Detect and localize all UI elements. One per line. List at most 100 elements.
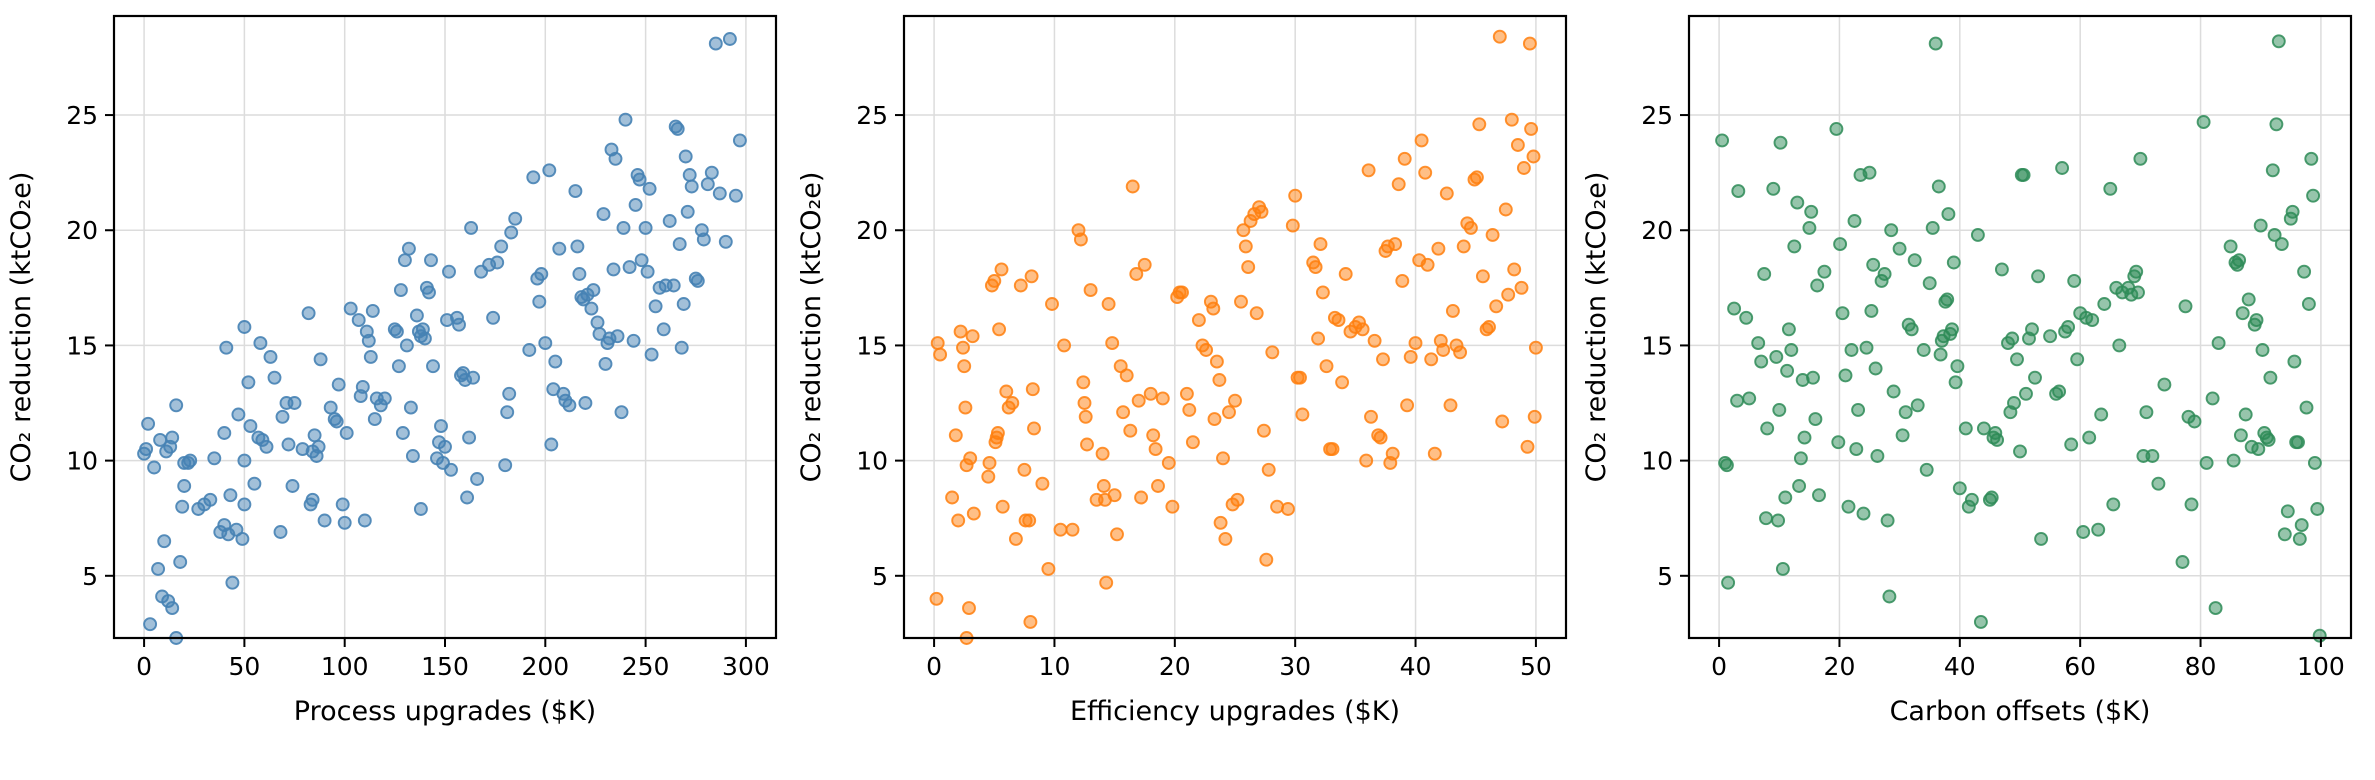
data-point — [1760, 421, 1775, 436]
data-point — [389, 324, 404, 339]
data-point — [1209, 354, 1224, 369]
plot-frame — [1687, 14, 2353, 640]
x-tick-label: 0 — [136, 652, 152, 681]
data-point — [608, 151, 623, 166]
data-point — [2241, 292, 2256, 307]
data-point — [1083, 283, 1098, 298]
x-tick-label: 20 — [1159, 652, 1191, 681]
data-point — [2184, 497, 2199, 512]
data-point — [1338, 267, 1353, 281]
data-point — [1771, 513, 1786, 528]
data-point — [522, 343, 537, 357]
data-point — [2055, 161, 2070, 175]
data-point — [1391, 177, 1406, 192]
data-point — [1295, 407, 1310, 422]
data-point — [1234, 294, 1248, 309]
data-point — [1946, 255, 1961, 270]
data-point — [2061, 320, 2076, 334]
y-tick-label: 20 — [1641, 216, 1673, 245]
data-point — [732, 133, 747, 148]
data-point — [1790, 195, 1805, 210]
data-point — [1013, 278, 1028, 293]
data-point — [2097, 297, 2112, 311]
data-point — [486, 310, 501, 325]
data-point — [1191, 313, 1206, 328]
data-point — [981, 469, 996, 484]
data-point — [1315, 285, 1330, 300]
data-point — [2031, 269, 2046, 284]
data-point — [403, 400, 418, 415]
data-point — [1293, 370, 1307, 385]
data-point — [1522, 36, 1537, 51]
y-tick-label: 10 — [1641, 447, 1673, 476]
data-point — [1482, 320, 1496, 334]
data-point — [1453, 345, 1468, 360]
data-point — [2310, 502, 2325, 516]
data-point — [572, 267, 587, 281]
data-point — [994, 262, 1009, 277]
data-point — [1249, 306, 1264, 321]
data-point — [1895, 428, 1910, 443]
data-point — [1919, 462, 1934, 477]
data-point — [642, 181, 657, 196]
data-point — [2251, 442, 2266, 457]
data-point — [622, 260, 637, 275]
data-point — [1400, 398, 1415, 413]
x-tick-label: 80 — [2185, 652, 2217, 681]
data-point — [1507, 262, 1522, 277]
data-point — [1727, 301, 1742, 316]
data-point — [2076, 525, 2091, 539]
y-tick-label: 5 — [872, 562, 888, 591]
data-point — [147, 460, 162, 475]
data-point — [1849, 442, 1864, 457]
data-point — [1514, 280, 1529, 295]
data-point — [323, 400, 338, 415]
data-point — [141, 416, 156, 431]
data-point — [361, 333, 376, 348]
data-point — [718, 234, 733, 249]
data-point — [2103, 181, 2118, 196]
data-point — [640, 264, 655, 279]
data-point — [1841, 499, 1856, 514]
data-point — [1236, 223, 1251, 238]
data-point — [1866, 257, 1881, 272]
data-point — [696, 232, 711, 247]
data-point — [452, 317, 466, 332]
data-point — [1005, 396, 1020, 410]
data-point — [728, 188, 743, 203]
data-point — [1933, 347, 1948, 362]
y-tick-label: 5 — [1657, 562, 1673, 591]
data-point — [1024, 269, 1039, 284]
data-point — [568, 184, 583, 199]
data-point — [377, 391, 392, 406]
data-point — [1199, 343, 1214, 357]
data-point — [1495, 414, 1510, 429]
data-point — [470, 472, 485, 486]
data-point — [2307, 455, 2322, 470]
data-point — [1313, 237, 1328, 252]
data-point — [1781, 322, 1796, 337]
data-point — [1270, 499, 1285, 514]
data-point — [1806, 370, 1820, 385]
data-point — [1216, 451, 1230, 466]
data-point — [444, 462, 458, 477]
data-point — [1418, 165, 1433, 180]
data-point — [1793, 451, 1808, 466]
data-point — [2112, 338, 2127, 353]
data-point — [544, 437, 559, 452]
data-point — [670, 121, 685, 136]
x-tick-label: 20 — [1824, 652, 1856, 681]
data-point — [1719, 458, 1734, 473]
data-point — [2064, 437, 2079, 452]
data-point — [1099, 575, 1114, 590]
data-point — [207, 451, 222, 466]
data-point — [183, 453, 198, 468]
data-point — [417, 331, 432, 346]
data-point — [1772, 402, 1787, 417]
data-point — [2094, 407, 2109, 422]
data-point — [1095, 446, 1110, 461]
data-point — [2301, 297, 2316, 311]
data-point — [1146, 428, 1161, 443]
data-point — [259, 439, 274, 454]
data-point — [962, 601, 976, 616]
